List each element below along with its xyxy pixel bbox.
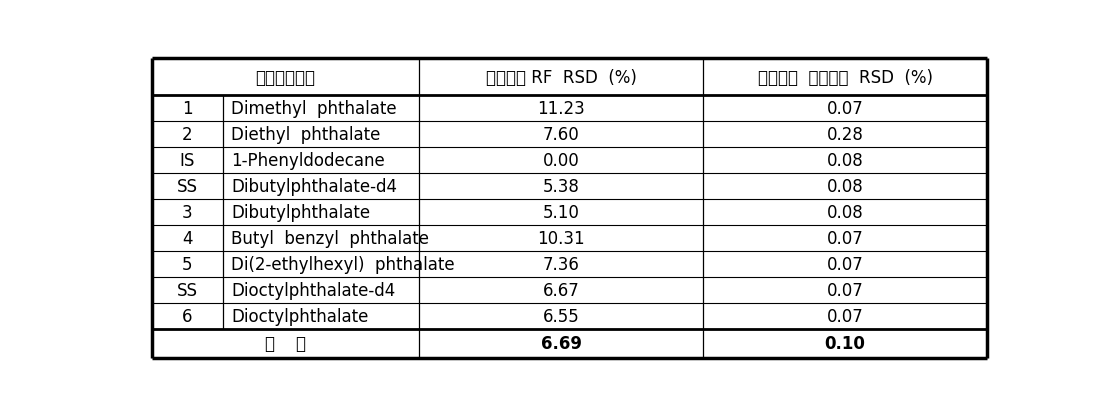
Text: 0.07: 0.07 (827, 307, 863, 325)
Text: 11.23: 11.23 (537, 100, 584, 118)
Text: 0.00: 0.00 (542, 152, 580, 169)
Text: 5: 5 (182, 255, 192, 273)
Text: 5.10: 5.10 (542, 203, 580, 221)
Text: Dioctylphthalate-d4: Dioctylphthalate-d4 (231, 281, 396, 299)
Text: 표준용액  체류시간  RSD  (%): 표준용액 체류시간 RSD (%) (758, 69, 932, 86)
Text: 0.28: 0.28 (827, 126, 863, 143)
Text: 1: 1 (182, 100, 192, 118)
Text: Dimethyl  phthalate: Dimethyl phthalate (231, 100, 397, 118)
Text: Dioctylphthalate: Dioctylphthalate (231, 307, 369, 325)
Text: 표준용액 RF  RSD  (%): 표준용액 RF RSD (%) (486, 69, 637, 86)
Text: Dibutylphthalate: Dibutylphthalate (231, 203, 370, 221)
Text: 0.07: 0.07 (827, 281, 863, 299)
Text: IS: IS (180, 152, 194, 169)
Text: 0.07: 0.07 (827, 229, 863, 247)
Text: 6.55: 6.55 (542, 307, 580, 325)
Text: 6: 6 (182, 307, 192, 325)
Text: 4: 4 (182, 229, 192, 247)
Text: 평    균: 평 균 (264, 335, 306, 352)
Text: SS: SS (177, 177, 198, 195)
Text: SS: SS (177, 281, 198, 299)
Text: 프탈레이트류: 프탈레이트류 (256, 69, 316, 86)
Text: Butyl  benzyl  phthalate: Butyl benzyl phthalate (231, 229, 429, 247)
Text: 0.08: 0.08 (827, 152, 863, 169)
Text: Di(2-ethylhexyl)  phthalate: Di(2-ethylhexyl) phthalate (231, 255, 456, 273)
Text: 6.67: 6.67 (542, 281, 580, 299)
Text: 0.07: 0.07 (827, 100, 863, 118)
Text: 0.08: 0.08 (827, 177, 863, 195)
Text: 0.08: 0.08 (827, 203, 863, 221)
Text: 1-Phenyldodecane: 1-Phenyldodecane (231, 152, 386, 169)
Text: Diethyl  phthalate: Diethyl phthalate (231, 126, 381, 143)
Text: 5.38: 5.38 (542, 177, 580, 195)
Text: 7.36: 7.36 (542, 255, 580, 273)
Text: 10.31: 10.31 (538, 229, 584, 247)
Text: 3: 3 (182, 203, 192, 221)
Text: 0.10: 0.10 (824, 335, 865, 352)
Text: 7.60: 7.60 (542, 126, 580, 143)
Text: Dibutylphthalate-d4: Dibutylphthalate-d4 (231, 177, 398, 195)
Text: 6.69: 6.69 (541, 335, 581, 352)
Text: 2: 2 (182, 126, 192, 143)
Text: 0.07: 0.07 (827, 255, 863, 273)
